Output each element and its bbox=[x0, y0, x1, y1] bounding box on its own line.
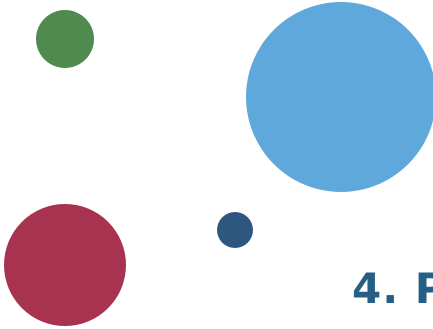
section-heading: 4. P bbox=[352, 268, 433, 310]
navy-circle-decoration bbox=[217, 212, 253, 248]
red-circle-decoration bbox=[4, 204, 126, 326]
blue-circle-decoration bbox=[246, 2, 433, 192]
green-circle-decoration bbox=[36, 10, 94, 68]
